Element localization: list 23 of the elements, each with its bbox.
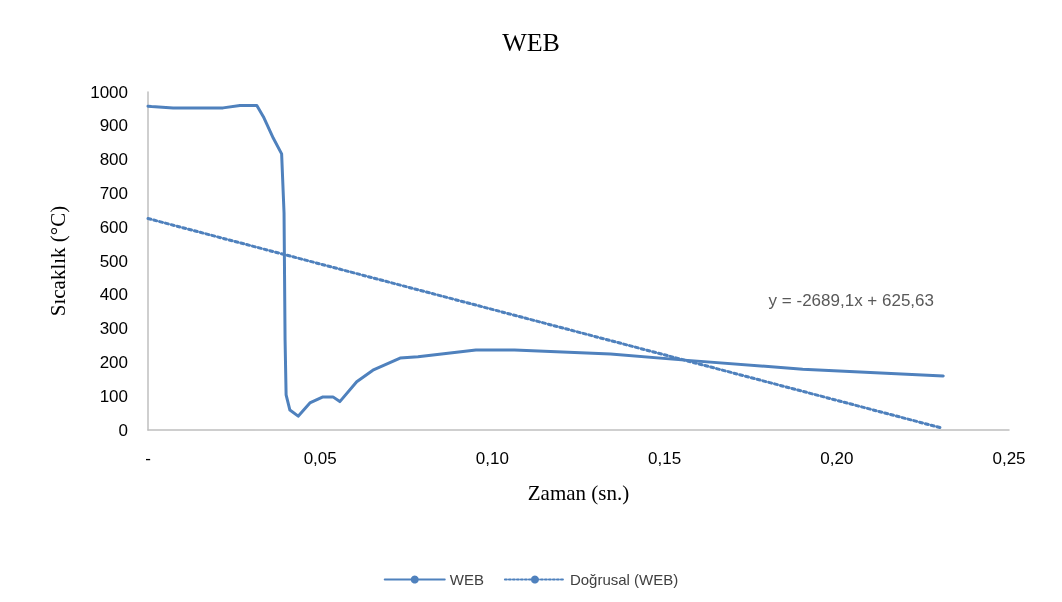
y-tick-label: 800 xyxy=(99,150,128,170)
y-tick-label: 1000 xyxy=(90,82,128,102)
y-tick-label: 600 xyxy=(99,217,128,237)
legend-label: Doğrusal (WEB) xyxy=(569,571,679,588)
x-axis-title: Zaman (sn.) xyxy=(527,480,630,505)
x-tick-label: 0,10 xyxy=(475,449,509,468)
chart-title: WEB xyxy=(502,27,560,57)
x-tick-label: 0,05 xyxy=(303,449,337,468)
y-tick-label: 200 xyxy=(99,352,128,372)
y-tick-label: 400 xyxy=(99,285,128,305)
y-tick-label: 100 xyxy=(99,386,128,406)
y-tick-label: 700 xyxy=(99,183,128,203)
y-tick-label: 500 xyxy=(99,251,128,271)
x-tick-label: 0,15 xyxy=(648,449,682,468)
annotation: y = -2689,1x + 625,63 xyxy=(768,291,934,310)
x-tick-label: - xyxy=(145,449,151,468)
y-tick-label: 0 xyxy=(118,420,128,440)
y-tick-label: 900 xyxy=(99,116,128,136)
legend-label: WEB xyxy=(449,571,484,588)
x-tick-label: 0,25 xyxy=(992,449,1026,468)
x-tick-label: 0,20 xyxy=(820,449,854,468)
y-axis-title: Sıcaklık (°C) xyxy=(45,205,70,317)
y-tick-label: 300 xyxy=(99,319,128,339)
